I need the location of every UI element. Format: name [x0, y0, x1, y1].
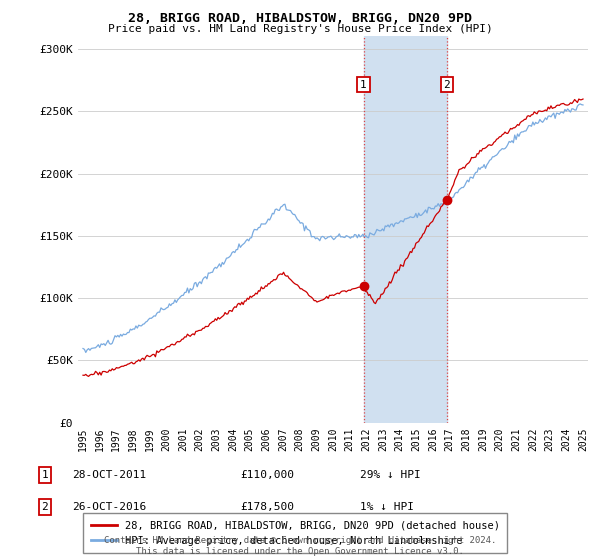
Text: £178,500: £178,500 [240, 502, 294, 512]
Text: Price paid vs. HM Land Registry's House Price Index (HPI): Price paid vs. HM Land Registry's House … [107, 24, 493, 34]
Bar [364, 36, 447, 423]
Text: 1: 1 [360, 80, 367, 90]
Text: 2: 2 [443, 80, 450, 90]
Text: 28, BRIGG ROAD, HIBALDSTOW, BRIGG, DN20 9PD: 28, BRIGG ROAD, HIBALDSTOW, BRIGG, DN20 … [128, 12, 472, 25]
Text: 1: 1 [41, 470, 49, 480]
Legend: 28, BRIGG ROAD, HIBALDSTOW, BRIGG, DN20 9PD (detached house), HPI: Average price: 28, BRIGG ROAD, HIBALDSTOW, BRIGG, DN20 … [83, 513, 507, 553]
Text: 2: 2 [41, 502, 49, 512]
Point [359, 281, 368, 290]
Text: 28-OCT-2011: 28-OCT-2011 [72, 470, 146, 480]
Text: 1% ↓ HPI: 1% ↓ HPI [360, 502, 414, 512]
Text: 26-OCT-2016: 26-OCT-2016 [72, 502, 146, 512]
Text: 29% ↓ HPI: 29% ↓ HPI [360, 470, 421, 480]
Text: Contains HM Land Registry data © Crown copyright and database right 2024.
This d: Contains HM Land Registry data © Crown c… [104, 536, 496, 556]
Text: £110,000: £110,000 [240, 470, 294, 480]
Point [442, 196, 452, 205]
